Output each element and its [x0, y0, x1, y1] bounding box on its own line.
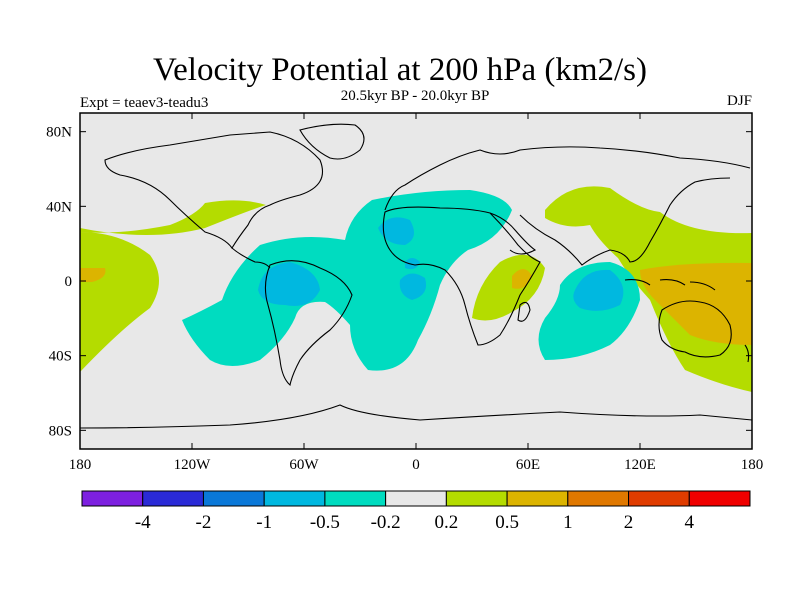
coast-australia: [658, 300, 732, 358]
colorbar-swatch: [142, 490, 204, 507]
contour-deep-gulfguinea: [399, 273, 427, 300]
colorbar-swatch: [506, 490, 569, 507]
coast-madagascar: [517, 301, 531, 322]
colorbar-swatch: [202, 490, 265, 507]
lon-tick-label: 0: [412, 457, 420, 473]
coast-arabia: [489, 212, 537, 255]
contour-strong-westpacific: [640, 262, 752, 345]
lat-tick-label: 40S: [49, 349, 72, 365]
colorbar-label: 2: [624, 512, 634, 533]
coast-antarctica: [80, 404, 752, 429]
experiment-label: Expt = teaev3-teadu3: [80, 95, 209, 111]
colorbar-swatch: [628, 490, 690, 507]
contour-deep-amazon: [258, 262, 320, 306]
lat-tick-label: 0: [65, 274, 73, 290]
contour-deep-westafrica: [405, 258, 420, 270]
contour-strong-dateline: [80, 268, 106, 282]
coast-asia: [519, 177, 731, 266]
coast-new-zealand: [744, 344, 750, 363]
colorbar-label: 0.2: [434, 512, 458, 533]
contour-deep-mediterranean: [378, 217, 414, 245]
lat-tick-label: 80S: [49, 423, 72, 439]
lat-tick-label: 80N: [46, 125, 72, 141]
colorbar-label: -0.2: [371, 512, 401, 533]
lon-tick-label: 120E: [624, 457, 656, 473]
lon-tick-label: 180: [69, 457, 92, 473]
colorbar: -4 -2 -1 -0.5 -0.2 0.2 0.5 1 2 4: [81, 490, 751, 533]
coast-central-america: [231, 247, 271, 269]
lat-tick-label: 40N: [46, 199, 72, 215]
lon-tick-label: 120W: [174, 457, 212, 473]
colorbar-label: 4: [685, 512, 695, 533]
colorbar-swatch: [263, 490, 326, 507]
colorbar-label: 0.5: [495, 512, 519, 533]
colorbar-label: -0.5: [310, 512, 340, 533]
contour-fills: [80, 186, 752, 392]
contour-deep-indianocean: [573, 269, 624, 311]
colorbar-swatch: [567, 490, 630, 507]
contour-positive-npacific: [80, 200, 266, 235]
coast-indonesia: [624, 279, 716, 291]
plot-subtitle: 20.5kyr BP - 20.0kyr BP: [340, 88, 490, 104]
coast-greenland: [299, 123, 365, 160]
colorbar-swatch: [688, 490, 751, 507]
colorbar-label: -2: [196, 512, 212, 533]
lon-tick-label: 180: [741, 457, 764, 473]
coast-north-america: [104, 131, 324, 250]
longitude-axis: 180 120W 60W 0 60E 120E 180: [69, 113, 764, 473]
colorbar-swatch: [385, 490, 447, 507]
contour-positive-epacific: [80, 232, 159, 372]
lon-tick-label: 60W: [289, 457, 319, 473]
colorbar-label: 1: [563, 512, 573, 533]
colorbar-swatch: [81, 490, 144, 507]
colorbar-swatch: [324, 490, 387, 507]
colorbar-label: -4: [135, 512, 151, 533]
contour-negative-americas-atlantic: [182, 190, 512, 371]
coast-europe: [384, 146, 751, 211]
lon-tick-label: 60E: [516, 457, 540, 473]
latitude-axis: 80N 40N 0 40S 80S: [46, 125, 752, 439]
colorbar-swatch: [445, 490, 508, 507]
coast-south-america: [264, 260, 353, 387]
colorbar-label: -1: [256, 512, 272, 533]
plot-title: Velocity Potential at 200 hPa (km2/s): [152, 52, 648, 88]
season-label: DJF: [726, 93, 752, 109]
coastlines: [80, 123, 752, 429]
